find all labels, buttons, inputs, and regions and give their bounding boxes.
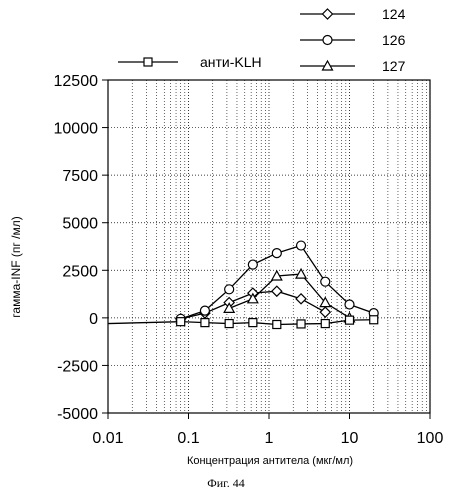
y-tick-label: 2500 xyxy=(62,263,98,280)
lead-in-line xyxy=(108,322,181,324)
x-tick-label: 10 xyxy=(341,430,359,447)
y-tick-label: -2500 xyxy=(57,358,98,375)
marker-square xyxy=(249,319,257,327)
legend-item-126: 126 xyxy=(300,32,406,48)
x-tick-label: 0.1 xyxy=(177,430,199,447)
y-tick-label: 10000 xyxy=(54,121,99,138)
marker-circle xyxy=(200,306,209,315)
series-126 xyxy=(176,241,378,323)
marker-square xyxy=(321,320,329,328)
marker-diamond xyxy=(272,286,282,296)
marker-square xyxy=(177,318,185,326)
legend-label: 126 xyxy=(382,32,406,48)
legend-label: 124 xyxy=(382,6,406,22)
marker-diamond xyxy=(320,307,330,317)
axes xyxy=(108,80,430,413)
marker-circle xyxy=(321,277,330,286)
y-tick-label: 0 xyxy=(89,311,98,328)
plot-frame xyxy=(108,80,430,413)
marker-square xyxy=(225,320,233,328)
grid xyxy=(108,80,430,413)
marker-square xyxy=(346,316,354,324)
x-tick-label: 100 xyxy=(417,430,444,447)
marker-square xyxy=(370,316,378,324)
y-tick-label: 7500 xyxy=(62,168,98,185)
legend-item-127: 127 xyxy=(300,58,406,74)
marker-circle xyxy=(297,241,306,250)
figure-caption: Фиг. 44 xyxy=(0,476,452,491)
y-tick-label: 12500 xyxy=(54,73,99,90)
legend-item-анти-KLH: анти-KLH xyxy=(118,54,262,70)
series xyxy=(108,241,378,328)
legend-label: 127 xyxy=(382,58,406,74)
legend: 124 126 127 анти-KLH xyxy=(118,6,406,74)
marker-diamond xyxy=(296,294,306,304)
x-axis-label: Концентрация антитела (мкг/мл) xyxy=(187,455,353,467)
y-tick-label: -5000 xyxy=(57,406,98,423)
marker-circle xyxy=(248,260,257,269)
ticks: -5000 -2500 0 2500 5000 7500 10000 12500 0.01 0.1… xyxy=(54,73,444,447)
x-tick-label: 1 xyxy=(265,430,274,447)
marker-square xyxy=(297,320,305,328)
marker-square xyxy=(144,58,152,66)
y-tick-label: 5000 xyxy=(62,216,98,233)
x-tick-label: 0.01 xyxy=(92,430,123,447)
marker-square xyxy=(273,321,281,329)
marker-circle xyxy=(272,249,281,258)
marker-diamond xyxy=(323,9,333,19)
marker-circle xyxy=(345,300,354,309)
marker-circle xyxy=(323,36,332,45)
marker-circle xyxy=(225,285,234,294)
legend-label: анти-KLH xyxy=(200,54,262,70)
marker-square xyxy=(201,319,209,327)
legend-item-124: 124 xyxy=(300,6,406,22)
y-axis-label: гамма-INF (пг /мл) xyxy=(9,216,23,317)
series-анти-KLH xyxy=(177,316,378,329)
